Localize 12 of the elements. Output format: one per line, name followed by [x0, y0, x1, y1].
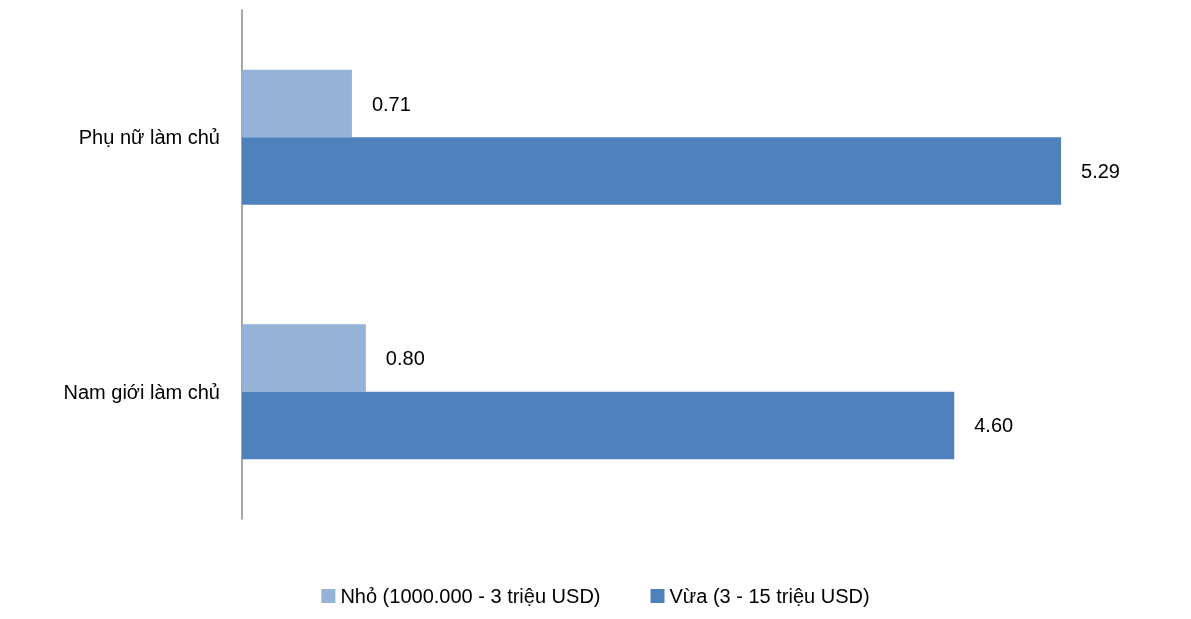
data-label: 0.80: [385, 347, 425, 370]
y-tick-label: Phụ nữ làm chủ: [78, 126, 220, 149]
data-label: 5.29: [1081, 159, 1121, 182]
legend-label: Vừa (3 - 15 triệu USD): [669, 585, 870, 607]
data-label: 4.60: [974, 414, 1014, 437]
y-tick-label: Nam giới làm chủ: [63, 380, 220, 403]
legend-label: Nhỏ (1000.000 - 3 triệu USD): [340, 585, 601, 607]
bar: [242, 137, 1062, 205]
bar: [242, 69, 352, 138]
bar: [242, 324, 366, 392]
bar: [242, 391, 955, 460]
data-label: 0.71: [371, 92, 411, 115]
